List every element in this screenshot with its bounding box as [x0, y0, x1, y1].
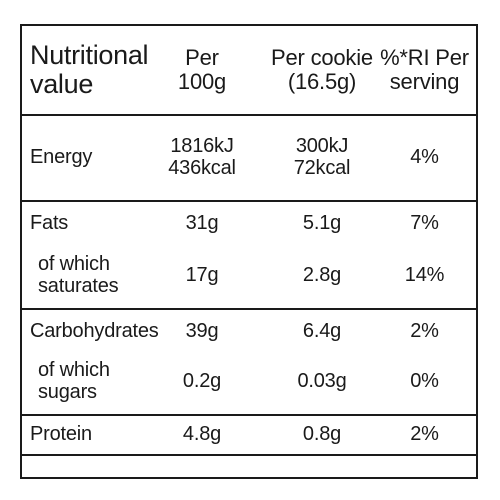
- header-nutritional-value: Nutritional value: [30, 26, 170, 114]
- saturates-ri: 14%: [372, 248, 477, 304]
- header-ri-per-serving: %*RI Per serving: [372, 26, 477, 114]
- carbs-ri: 2%: [372, 318, 477, 346]
- carbs-cookie: 6.4g: [267, 318, 377, 346]
- header-label-line1: Nutritional: [30, 39, 149, 70]
- carbs-per100-text: 39g: [185, 320, 219, 343]
- saturates-cookie: 2.8g: [267, 248, 377, 304]
- sugars-cookie-text: 0.03g: [297, 370, 347, 393]
- energy-label: Energy: [30, 116, 170, 200]
- sugars-label-line1: of which: [38, 359, 110, 382]
- fats-cookie-text: 5.1g: [302, 212, 342, 235]
- protein-ri-text: 2%: [410, 423, 439, 446]
- protein-label-text: Protein: [30, 423, 92, 446]
- energy-per100-kj: 1816kJ: [170, 135, 234, 158]
- sugars-label-line2: sugars: [38, 381, 97, 403]
- saturates-label: of which saturates: [30, 248, 178, 304]
- protein-label: Protein: [30, 416, 170, 454]
- sugars-per100: 0.2g: [152, 354, 252, 410]
- saturates-per100-text: 17g: [185, 264, 219, 287]
- saturates-per100: 17g: [152, 248, 252, 304]
- energy-cookie-kcal: 72kcal: [293, 157, 351, 179]
- energy-ri-text: 4%: [410, 146, 439, 169]
- saturates-label-line1: of which: [38, 253, 110, 276]
- header-per-100g: Per 100g: [152, 26, 252, 114]
- carbs-ri-text: 2%: [410, 320, 439, 343]
- header-cookie-line1: Per cookie: [271, 45, 373, 71]
- energy-per100-kcal: 436kcal: [168, 157, 236, 179]
- energy-cookie-kj: 300kJ: [295, 135, 349, 158]
- carbs-group: Carbohydrates 39g 6.4g 2% of which sugar…: [22, 308, 476, 414]
- header-ri-line1: %*RI Per: [380, 45, 469, 71]
- header-row: Nutritional value Per 100g Per cookie (1…: [22, 26, 476, 114]
- header-ri-line2: serving: [389, 69, 460, 94]
- sugars-cookie: 0.03g: [267, 354, 377, 410]
- saturates-cookie-text: 2.8g: [302, 264, 342, 287]
- protein-ri: 2%: [372, 416, 477, 454]
- sugars-per100-text: 0.2g: [182, 370, 222, 393]
- fats-ri-text: 7%: [410, 212, 439, 235]
- header-cookie-line2: (16.5g): [287, 69, 357, 94]
- saturates-ri-text: 14%: [404, 264, 445, 287]
- fats-group: Fats 31g 5.1g 7% of which saturates 17g …: [22, 200, 476, 308]
- sugars-ri-text: 0%: [410, 370, 439, 393]
- protein-cookie: 0.8g: [267, 416, 377, 454]
- fats-ri: 7%: [372, 210, 477, 238]
- carbs-label-text: Carbohydrates: [30, 320, 159, 343]
- energy-label-text: Energy: [30, 146, 93, 169]
- nutrition-table: Nutritional value Per 100g Per cookie (1…: [20, 24, 478, 479]
- energy-per100: 1816kJ 436kcal: [152, 116, 252, 200]
- sugars-label: of which sugars: [30, 354, 178, 410]
- fats-label: Fats: [30, 210, 170, 238]
- carbs-per100: 39g: [152, 318, 252, 346]
- protein-per100-text: 4.8g: [182, 423, 222, 446]
- fats-label-text: Fats: [30, 212, 69, 235]
- salt-content: [22, 456, 476, 476]
- fats-per100: 31g: [152, 210, 252, 238]
- carbs-label: Carbohydrates: [30, 318, 170, 346]
- energy-cookie: 300kJ 72kcal: [267, 116, 377, 200]
- header-per-cookie: Per cookie (16.5g): [267, 26, 377, 114]
- protein-row: Protein 4.8g 0.8g 2%: [22, 414, 476, 454]
- energy-ri: 4%: [372, 116, 477, 200]
- salt-row: [22, 454, 476, 476]
- protein-cookie-text: 0.8g: [302, 423, 342, 446]
- fats-cookie: 5.1g: [267, 210, 377, 238]
- protein-per100: 4.8g: [152, 416, 252, 454]
- header-per100-line2: 100g: [177, 69, 227, 94]
- sugars-ri: 0%: [372, 354, 477, 410]
- header-per100-line1: Per: [185, 45, 219, 71]
- saturates-label-line2: saturates: [38, 275, 119, 297]
- fats-per100-text: 31g: [185, 212, 219, 235]
- header-label-line2: value: [30, 69, 94, 99]
- carbs-cookie-text: 6.4g: [302, 320, 342, 343]
- energy-row: Energy 1816kJ 436kcal 300kJ 72kcal 4%: [22, 114, 476, 200]
